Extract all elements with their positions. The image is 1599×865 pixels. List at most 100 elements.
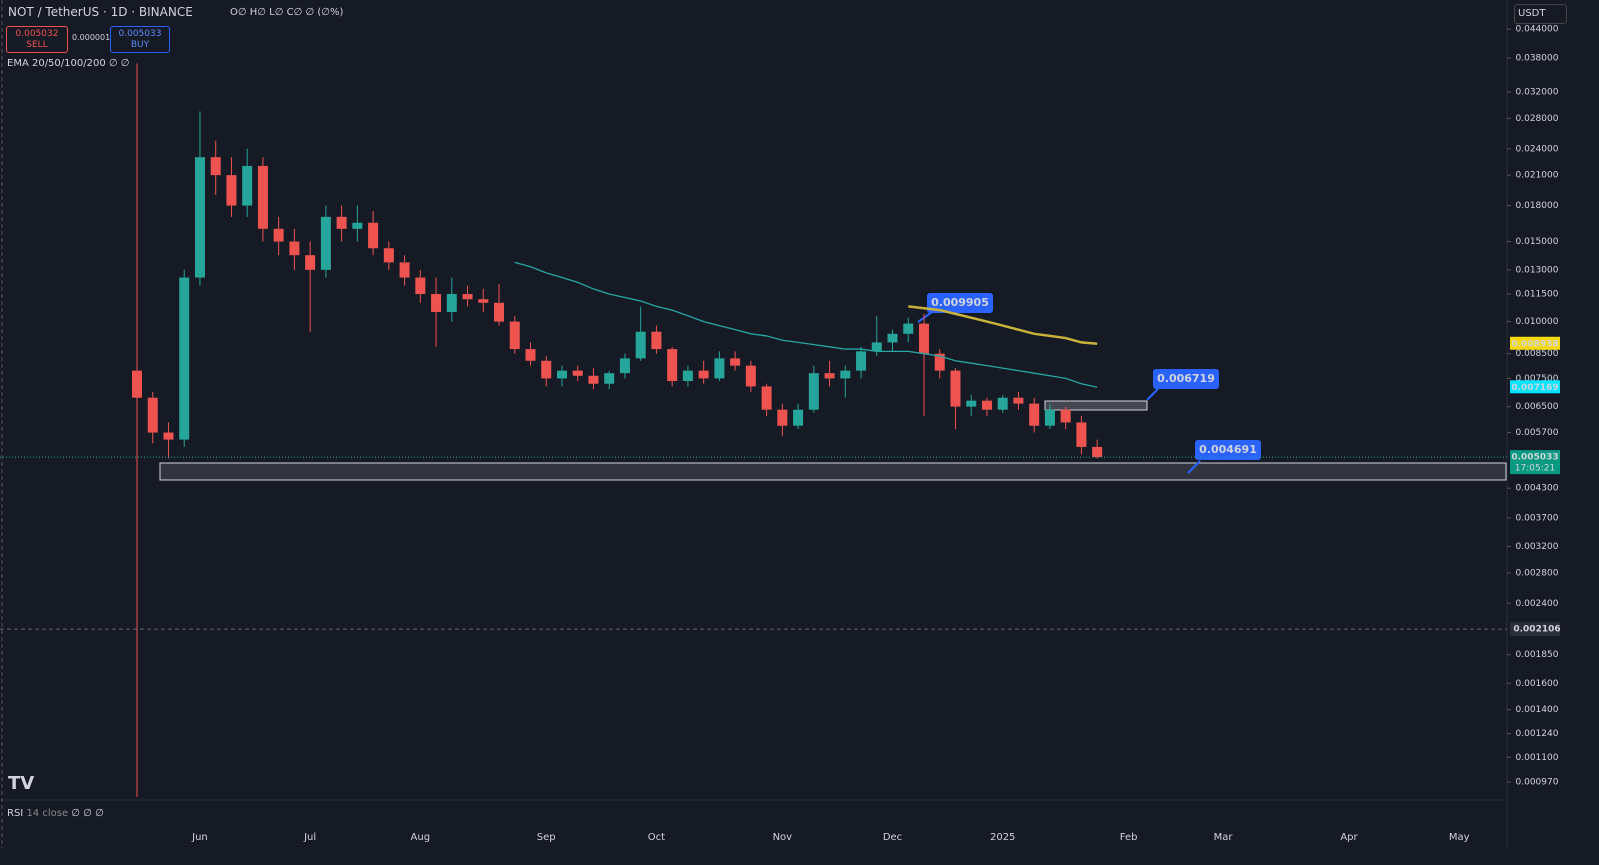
y-tick-label: 0.032000	[1516, 88, 1559, 98]
x-tick-label: Nov	[773, 832, 793, 843]
callout	[1195, 440, 1261, 460]
candle-body	[257, 165, 268, 229]
candle-body	[415, 277, 426, 295]
candle-body	[635, 331, 646, 359]
candle-body	[604, 373, 615, 384]
indicator-legend[interactable]: EMA 20/50/100/200 ∅ ∅	[7, 58, 130, 69]
candle-body	[808, 373, 819, 410]
x-tick-label: Apr	[1340, 832, 1358, 843]
countdown: 17:05:21	[1515, 464, 1555, 474]
y-tick-label: 0.024000	[1516, 144, 1559, 154]
x-tick-label: Oct	[648, 832, 665, 843]
y-tick-label: 0.007500	[1516, 374, 1559, 384]
candle-body	[903, 323, 914, 334]
candle-body	[698, 370, 709, 379]
callout	[1153, 369, 1219, 389]
candle-body	[1060, 409, 1071, 423]
x-tick-label: 2025	[990, 832, 1015, 843]
y-tick-label: 0.003700	[1516, 513, 1559, 523]
candle-body	[226, 175, 237, 206]
y-tick-label: 0.003200	[1516, 542, 1559, 552]
price-tag	[1510, 380, 1560, 394]
callout-pointer	[917, 311, 933, 323]
x-tick-label: May	[1449, 832, 1470, 843]
rsi-params: 14 close	[26, 808, 69, 819]
candle-body	[494, 302, 505, 322]
candle-body	[730, 358, 741, 366]
x-tick-label: Sep	[537, 832, 556, 843]
candle-body	[1076, 422, 1087, 447]
support-zone	[159, 462, 1507, 481]
candle-body	[651, 331, 662, 350]
candle-body	[572, 370, 583, 376]
candle-body	[588, 375, 599, 384]
candle-body	[320, 216, 331, 270]
candle-body	[147, 397, 158, 433]
x-tick-label: Feb	[1120, 832, 1138, 843]
callout-pointer	[1146, 388, 1159, 401]
callout-pointer	[1187, 460, 1201, 474]
candle-body	[462, 294, 473, 300]
y-tick-label: 0.008500	[1516, 349, 1559, 359]
y-tick-label: 0.001850	[1516, 650, 1559, 660]
sell-button[interactable]: 0.005032 SELL	[6, 26, 68, 53]
spread: 0.000001	[72, 33, 111, 42]
price-tag	[1510, 336, 1560, 350]
candle-body	[966, 400, 977, 407]
candle-body	[368, 222, 379, 249]
candle-body	[478, 299, 489, 303]
candle-body	[336, 216, 347, 229]
candle-body	[1029, 403, 1040, 426]
candle-body	[352, 222, 363, 229]
sell-label: SELL	[26, 40, 48, 50]
price-tag-label: 0.008938	[1511, 339, 1558, 349]
y-tick-label: 0.001100	[1516, 753, 1559, 763]
candle-body	[1092, 446, 1103, 458]
ema-line	[908, 305, 1098, 346]
x-tick-label: Jun	[191, 832, 208, 843]
candle-body	[179, 277, 190, 440]
candle-body	[682, 370, 693, 382]
y-tick-label: 0.001400	[1516, 705, 1559, 715]
y-tick-label: 0.006500	[1516, 402, 1559, 412]
x-tick-label: Jul	[303, 832, 316, 843]
x-tick-label: Aug	[411, 832, 431, 843]
crosshair-tag	[1510, 622, 1560, 637]
y-tick-label: 0.013000	[1516, 265, 1559, 275]
ohlc: O∅ H∅ L∅ C∅ ∅ (∅%)	[230, 7, 344, 18]
rsi-name: RSI	[7, 808, 24, 819]
candle-body	[210, 157, 221, 176]
rsi-values: ∅ ∅ ∅	[71, 808, 104, 819]
y-tick-label: 0.011500	[1516, 290, 1559, 300]
y-tick-label: 0.001240	[1516, 729, 1559, 739]
candle-body	[793, 409, 804, 426]
currency-select[interactable]: USDT	[1514, 4, 1567, 24]
candle-body	[1013, 397, 1024, 404]
y-tick-label: 0.000970	[1516, 778, 1559, 788]
y-tick-label: 0.002400	[1516, 599, 1559, 609]
candle-body	[619, 358, 630, 374]
candle-body	[997, 397, 1008, 410]
y-tick-label: 0.005700	[1516, 428, 1559, 438]
candle-body	[431, 294, 442, 312]
candle-body	[1044, 409, 1055, 426]
buy-price: 0.005033	[118, 29, 162, 39]
candle-body	[981, 400, 992, 410]
candle-body	[950, 370, 961, 407]
y-tick-label: 0.001600	[1516, 679, 1559, 689]
callout-label: 0.009905	[931, 296, 989, 309]
x-tick-label: Dec	[883, 832, 902, 843]
y-tick-label: 0.015000	[1516, 237, 1559, 247]
candle-body	[163, 432, 174, 440]
candle-body	[856, 351, 867, 371]
buy-button[interactable]: 0.005033 BUY	[110, 26, 170, 53]
y-tick-label: 0.004300	[1516, 484, 1559, 494]
buy-label: BUY	[130, 40, 150, 50]
logo: TV	[8, 773, 34, 794]
callout-label: 0.004691	[1199, 443, 1257, 456]
x-tick-label: Mar	[1214, 832, 1234, 843]
candle-body	[525, 349, 536, 361]
y-tick-label: 0.028000	[1516, 114, 1559, 124]
y-tick-label: 0.010000	[1516, 317, 1559, 327]
